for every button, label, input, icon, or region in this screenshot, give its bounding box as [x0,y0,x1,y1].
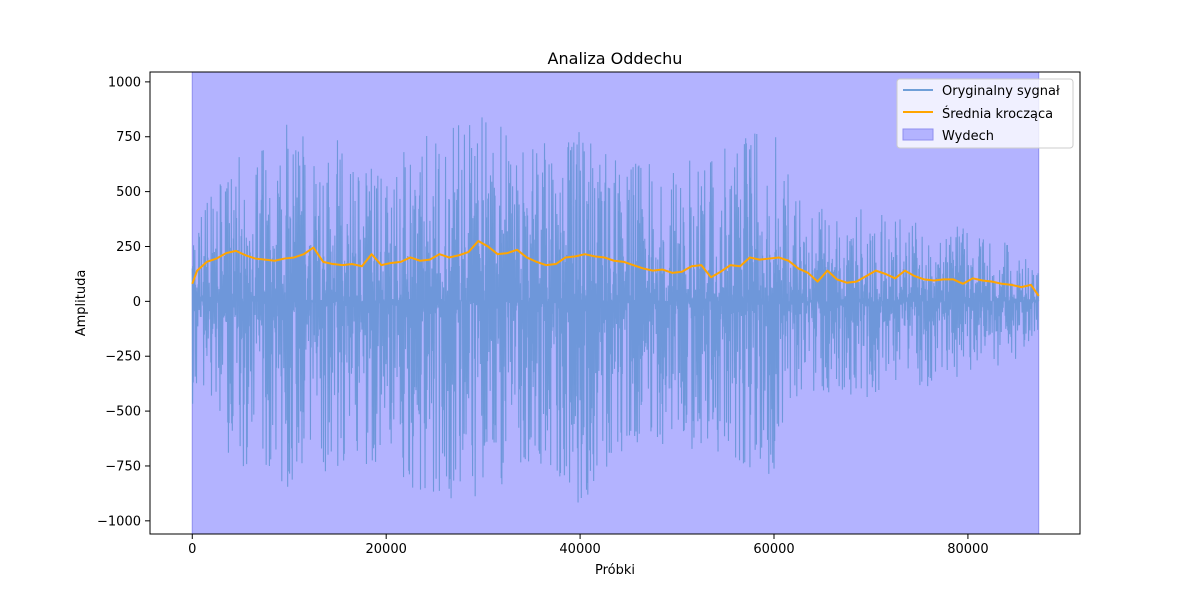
y-tick-label: 500 [116,185,141,200]
moving-average-layer [191,240,1040,297]
y-axis-label: Amplituda [74,270,89,337]
y-tick-label: −1000 [97,514,141,529]
moving-average-line [191,240,1040,297]
y-tick-label: −500 [105,405,141,420]
legend-exhale-label: Wydech [942,129,994,144]
y-tick-label: −750 [105,459,141,474]
x-tick-label: 0 [188,542,196,557]
legend-box [896,78,1074,149]
x-tick-label: 60000 [753,542,794,557]
x-axis-label: Próbki [595,563,635,578]
y-tick-label: −250 [105,350,141,365]
x-tick-label: 80000 [947,542,988,557]
legend: Oryginalny sygnał Średnia krocząca Wydec… [896,78,1074,149]
y-tick-label: 0 [133,295,141,310]
original-signal-line [191,117,1040,503]
axes-frame [149,71,1081,535]
signal-layer [191,117,1040,503]
x-tick-label: 20000 [366,542,407,557]
x-tick-label: 40000 [559,542,600,557]
plot-area [191,71,1040,535]
chart-title: Analiza Oddechu [548,49,683,68]
x-axis-ticks: 0 20000 40000 60000 80000 [188,534,989,557]
y-tick-label: 250 [116,240,141,255]
legend-signal-label: Oryginalny sygnał [942,84,1060,99]
y-tick-label: 750 [116,130,141,145]
legend-exhale-swatch [902,128,934,141]
y-axis-ticks: −1000 −750 −500 −250 0 250 500 750 1000 [97,75,150,529]
legend-moving-average-label: Średnia krocząca [942,106,1053,122]
y-tick-label: 1000 [108,75,141,90]
